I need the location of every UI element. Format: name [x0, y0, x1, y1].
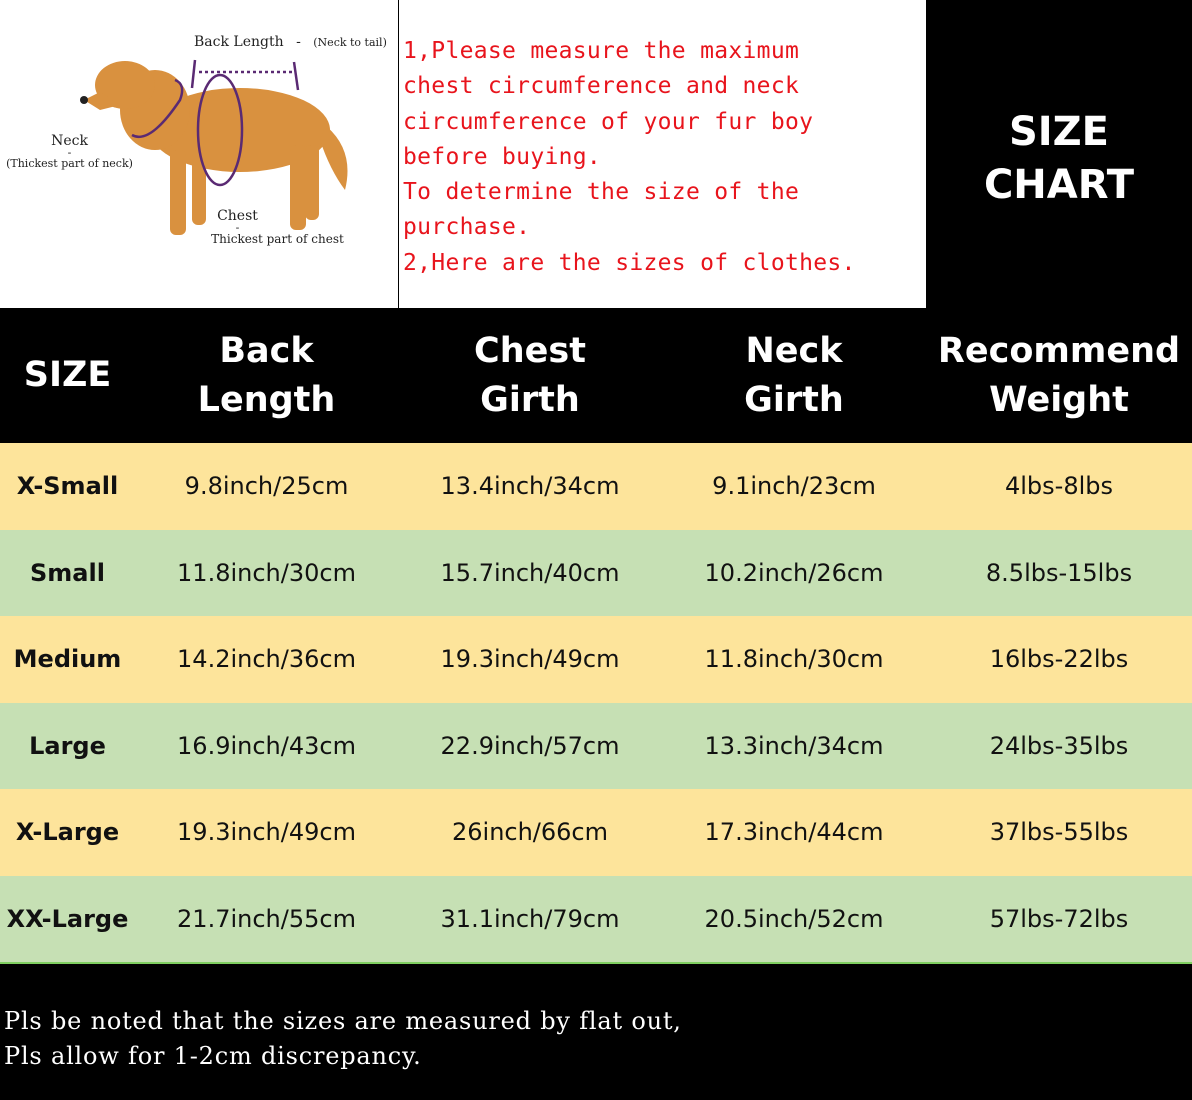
header-recommend-weight: Recommend Weight — [926, 308, 1192, 443]
size-cell: Medium — [0, 616, 135, 703]
table-row: Large 16.9inch/43cm 22.9inch/57cm 13.3in… — [0, 702, 1192, 789]
weight-cell: 57lbs-72lbs — [926, 875, 1192, 962]
neck-dash: - — [67, 146, 72, 159]
header-back-length: Back Length — [135, 308, 398, 443]
chest-girth-cell: 26inch/66cm — [398, 789, 662, 876]
back-length-cell: 21.7inch/55cm — [135, 875, 398, 962]
dog-measurement-diagram: Back Length - (Neck to tail) Neck - (Thi… — [0, 0, 398, 308]
header-size: SIZE — [0, 308, 135, 443]
weight-cell: 4lbs-8lbs — [926, 443, 1192, 530]
neck-girth-cell: 10.2inch/26cm — [662, 529, 926, 616]
footer-note: Pls be noted that the sizes are measured… — [0, 962, 1192, 1100]
note-line: 2,Here are the sizes of clothes. — [403, 249, 856, 276]
neck-girth-cell: 20.5inch/52cm — [662, 875, 926, 962]
table-header-row: SIZE Back Length Chest Girth Neck Girth Rec… — [0, 308, 1192, 443]
footer-line: Pls be noted that the sizes are measured… — [4, 1007, 682, 1035]
size-table: SIZE Back Length Chest Girth Neck Girth Rec… — [0, 308, 1192, 962]
header-neck-girth: Neck Girth — [662, 308, 926, 443]
chest-label: Chest — [217, 208, 258, 224]
neck-label: Neck — [51, 133, 88, 149]
weight-cell: 37lbs-55lbs — [926, 789, 1192, 876]
chest-dash: - — [235, 221, 240, 234]
weight-cell: 16lbs-22lbs — [926, 616, 1192, 703]
table-row: X-Small 9.8inch/25cm 13.4inch/34cm 9.1in… — [0, 443, 1192, 530]
back-length-cell: 14.2inch/36cm — [135, 616, 398, 703]
note-line: before buying. — [403, 143, 602, 170]
back-length-cell: 9.8inch/25cm — [135, 443, 398, 530]
size-cell: Small — [0, 529, 135, 616]
size-cell: XX-Large — [0, 875, 135, 962]
back-length-cell: 19.3inch/49cm — [135, 789, 398, 876]
note-line: 1,Please measure the maximum — [403, 38, 800, 64]
dog-illustration — [80, 59, 348, 235]
title-line: CHART — [983, 162, 1135, 208]
table-row: Small 11.8inch/30cm 15.7inch/40cm 10.2in… — [0, 529, 1192, 616]
note-line: circumference of your fur boy — [403, 108, 814, 135]
back-length-dash: - — [296, 34, 301, 50]
chest-girth-cell: 19.3inch/49cm — [398, 616, 662, 703]
size-cell: Large — [0, 702, 135, 789]
footer-line: Pls allow for 1-2cm discrepancy. — [4, 1042, 422, 1070]
measurement-instructions: 1,Please measure the maximum chest circu… — [399, 0, 926, 308]
chest-girth-cell: 13.4inch/34cm — [398, 443, 662, 530]
note-line: chest circumference and neck — [403, 73, 800, 100]
note-line: To determine the size of the — [403, 179, 800, 206]
back-length-note: (Neck to tail) — [313, 36, 387, 49]
chest-girth-cell: 31.1inch/79cm — [398, 875, 662, 962]
back-length-cell: 11.8inch/30cm — [135, 529, 398, 616]
table-row: Medium 14.2inch/36cm 19.3inch/49cm 11.8i… — [0, 616, 1192, 703]
table-row: X-Large 19.3inch/49cm 26inch/66cm 17.3in… — [0, 789, 1192, 876]
chest-girth-cell: 15.7inch/40cm — [398, 529, 662, 616]
header-chest-girth: Chest Girth — [398, 308, 662, 443]
size-cell: X-Small — [0, 443, 135, 530]
size-chart-title: SIZE CHART — [926, 0, 1192, 308]
neck-girth-cell: 13.3inch/34cm — [662, 702, 926, 789]
neck-girth-cell: 17.3inch/44cm — [662, 789, 926, 876]
neck-note: (Thickest part of neck) — [6, 157, 133, 170]
weight-cell: 24lbs-35lbs — [926, 702, 1192, 789]
neck-girth-cell: 9.1inch/23cm — [662, 443, 926, 530]
size-cell: X-Large — [0, 789, 135, 876]
table-row: XX-Large 21.7inch/55cm 31.1inch/79cm 20.… — [0, 875, 1192, 962]
note-line: purchase. — [403, 214, 531, 241]
back-length-label: Back Length — [194, 34, 284, 50]
chest-note: Thickest part of chest — [211, 232, 344, 246]
neck-girth-cell: 11.8inch/30cm — [662, 616, 926, 703]
title-line: SIZE — [1008, 109, 1110, 155]
back-length-cell: 16.9inch/43cm — [135, 702, 398, 789]
weight-cell: 8.5lbs-15lbs — [926, 529, 1192, 616]
chest-girth-cell: 22.9inch/57cm — [398, 702, 662, 789]
